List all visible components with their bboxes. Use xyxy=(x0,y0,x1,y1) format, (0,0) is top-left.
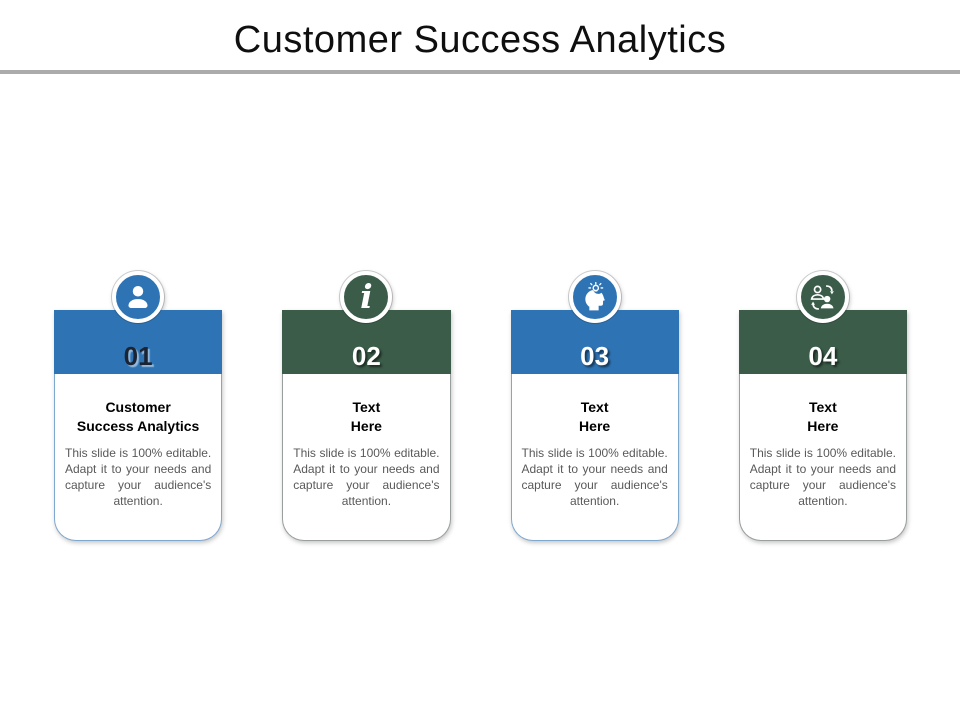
card-number: 03 xyxy=(580,341,610,371)
card-description: This slide is 100% editable. Adapt it to… xyxy=(749,446,896,508)
card-title-line: Here xyxy=(579,418,611,434)
card-body: Text Here This slide is 100% editable. Ad… xyxy=(282,374,451,541)
idea-head-icon xyxy=(579,281,610,313)
slide-title: Customer Success Analytics xyxy=(233,19,727,61)
card: 04 Text Here This slide is 100% editable.… xyxy=(738,271,907,541)
card-title-line: Here xyxy=(350,418,382,434)
card-body: Customer Success Analytics This slide is … xyxy=(54,374,223,541)
card-title-line: Text xyxy=(580,399,609,415)
card-title-line: Text xyxy=(352,399,381,415)
card-title-line: Customer xyxy=(105,399,171,415)
cards-row: 01 Customer Success Analytics This slide … xyxy=(54,271,907,541)
card-title: Customer Success Analytics xyxy=(55,398,221,436)
card-title-line: Here xyxy=(807,418,839,434)
title-divider xyxy=(0,70,960,74)
card-number: 01 xyxy=(123,341,153,371)
card-title: Text Here xyxy=(512,398,678,436)
card-body: Text Here This slide is 100% editable. Ad… xyxy=(510,374,679,541)
card-number: 04 xyxy=(808,341,838,371)
info-icon: i xyxy=(360,276,373,316)
card: 03 Text Here This slide is 100% editable.… xyxy=(510,271,679,541)
customer-exchange-icon xyxy=(807,282,838,313)
card-title: Text Here xyxy=(740,398,906,436)
card-number-header: 02 xyxy=(282,310,451,374)
card-title: Text Here xyxy=(283,398,449,436)
card-number-header: 04 xyxy=(738,310,907,374)
card-title-line: Text xyxy=(809,399,837,415)
card-icon-badge xyxy=(112,271,165,323)
card-icon-badge: i xyxy=(340,271,393,323)
card-description: This slide is 100% editable. Adapt it to… xyxy=(293,446,440,508)
card-icon-badge xyxy=(568,271,621,323)
user-icon xyxy=(123,282,153,312)
card-title-line: Success Analytics xyxy=(76,418,200,434)
card-description: This slide is 100% editable. Adapt it to… xyxy=(521,446,668,508)
card-body: Text Here This slide is 100% editable. Ad… xyxy=(738,374,907,541)
card-icon-badge xyxy=(796,271,849,323)
card: i 02 Text Here This slide is 100% editabl… xyxy=(282,271,451,541)
card: 01 Customer Success Analytics This slide … xyxy=(54,271,223,541)
card-number: 02 xyxy=(351,341,381,371)
card-description: This slide is 100% editable. Adapt it to… xyxy=(65,446,212,508)
